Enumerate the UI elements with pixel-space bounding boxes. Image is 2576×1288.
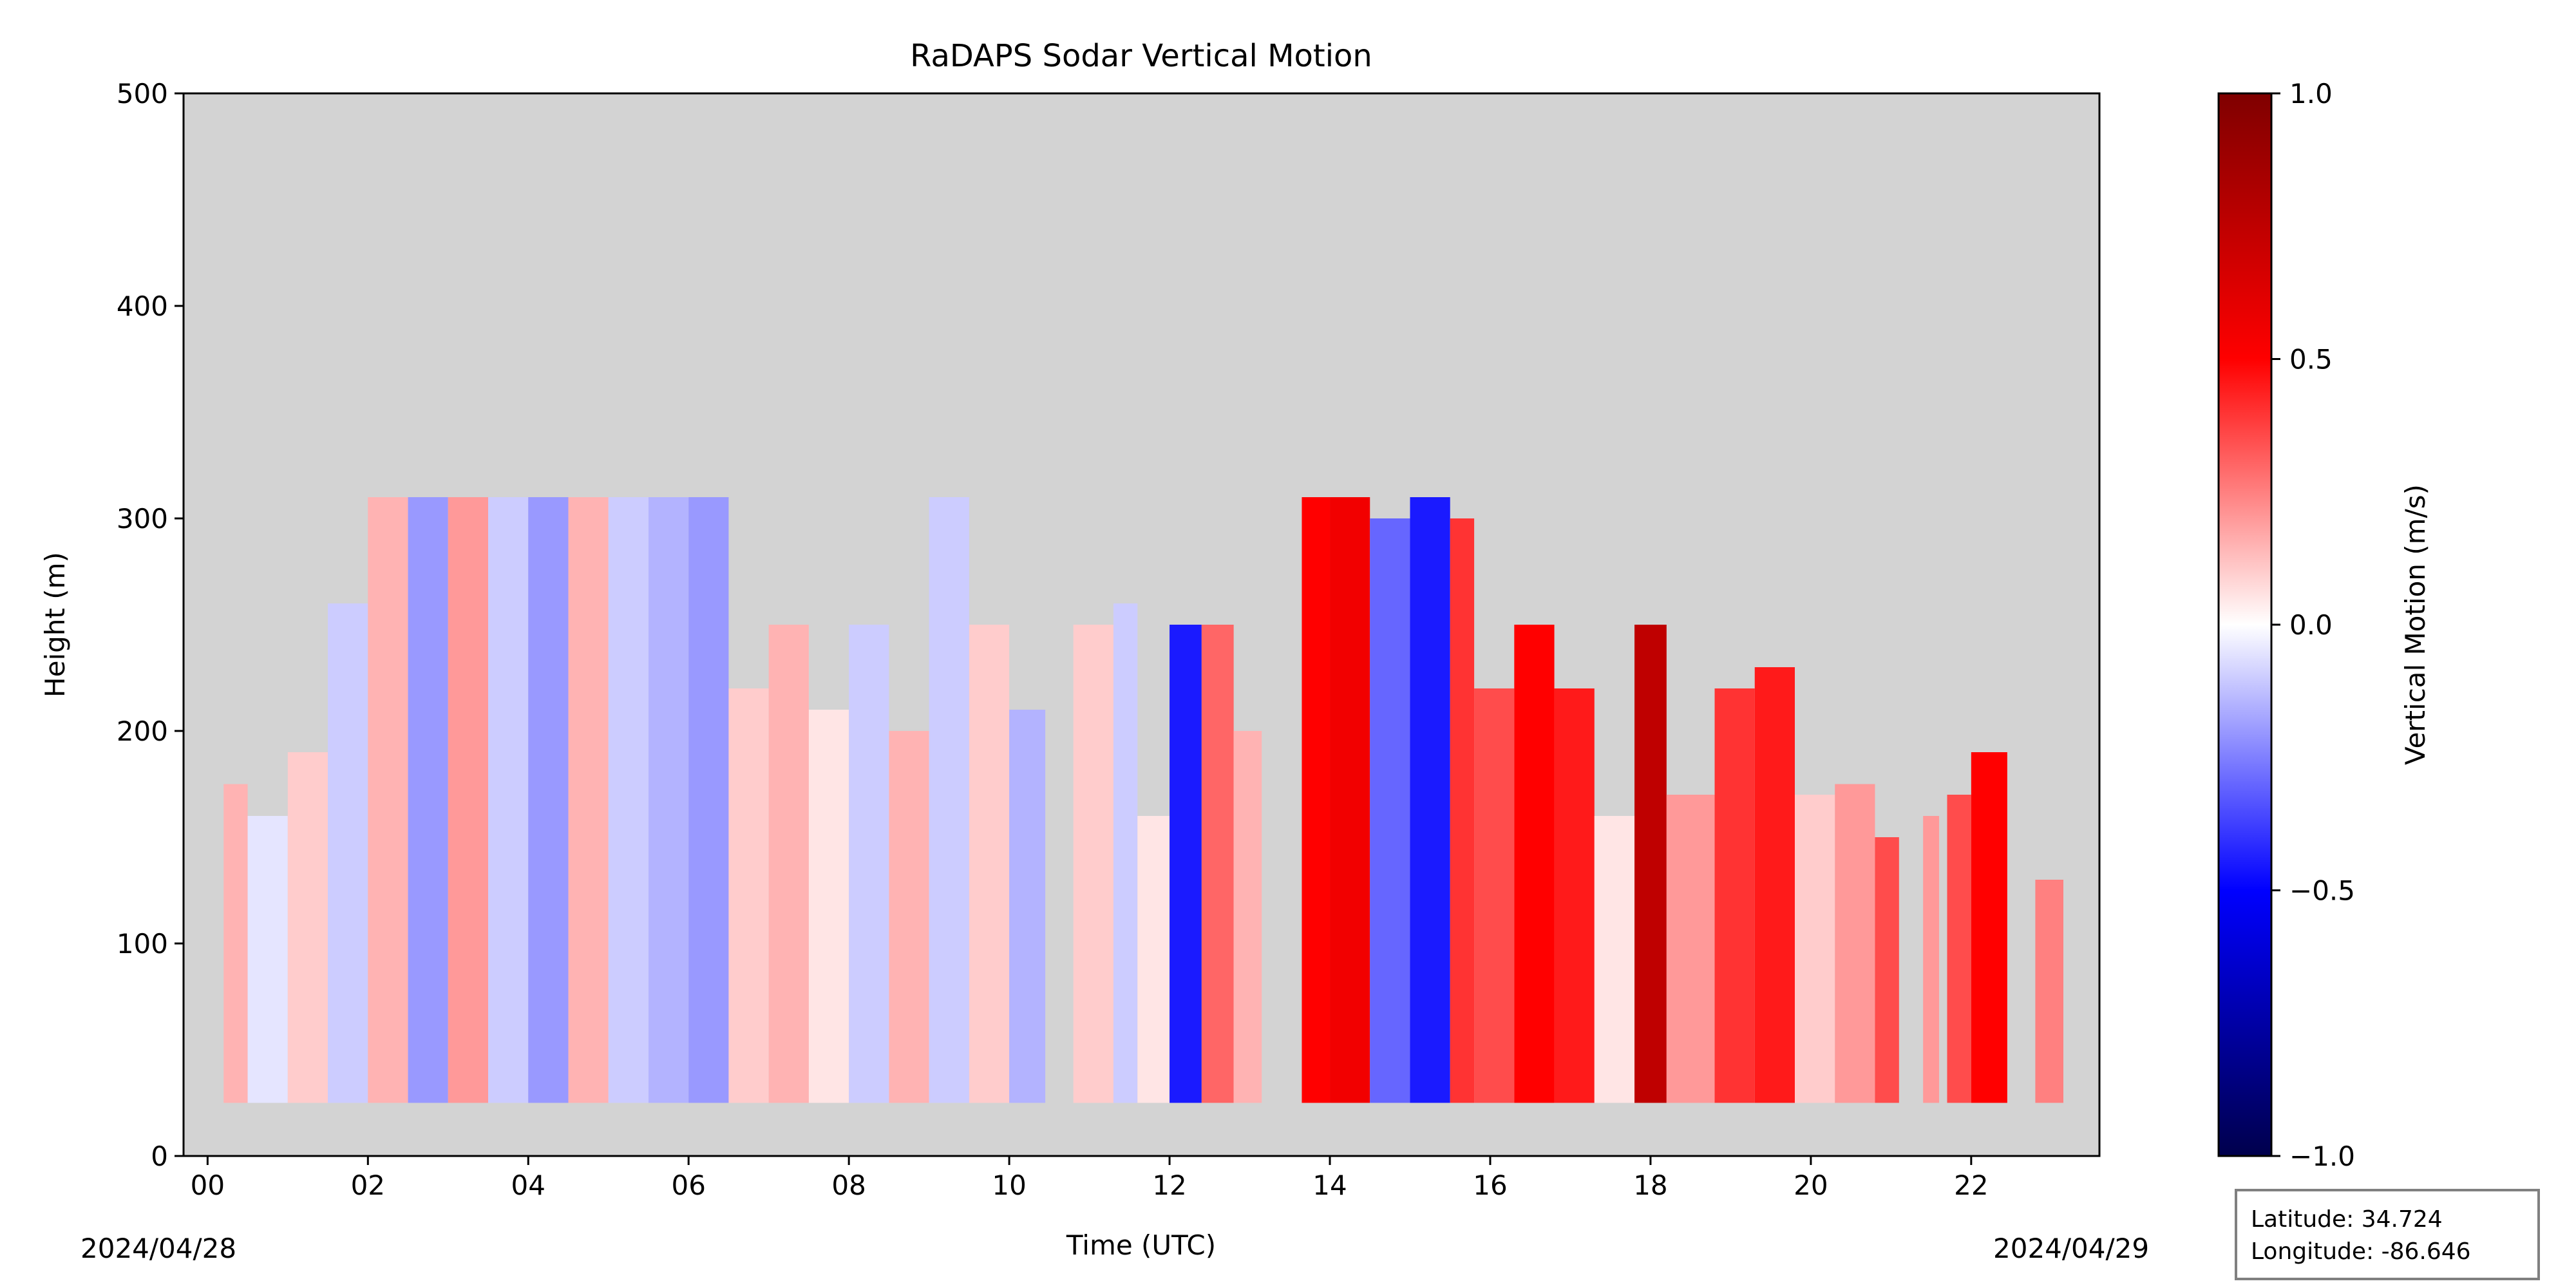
profile-column-3 <box>328 603 368 1103</box>
profile-column-7 <box>488 497 529 1103</box>
y-tick-label: 400 <box>117 290 168 322</box>
profile-column-32 <box>1474 688 1515 1103</box>
profile-column-33 <box>1514 625 1555 1103</box>
y-tick-label: 200 <box>117 715 168 747</box>
profile-column-28 <box>1330 497 1370 1103</box>
profile-column-46 <box>2035 880 2063 1103</box>
x-tick-label: 00 <box>191 1170 225 1201</box>
profile-column-6 <box>448 497 489 1103</box>
profile-column-18 <box>929 497 969 1103</box>
x-tick-label: 20 <box>1794 1170 1828 1201</box>
x-tick-label: 18 <box>1633 1170 1667 1201</box>
profile-column-2 <box>287 752 328 1103</box>
profile-column-20 <box>1009 710 1046 1103</box>
chart-title: RaDAPS Sodar Vertical Motion <box>910 38 1372 74</box>
profile-column-17 <box>889 731 929 1103</box>
profile-column-42 <box>1875 837 1899 1103</box>
profile-column-37 <box>1666 795 1715 1103</box>
profile-column-10 <box>608 497 649 1103</box>
profile-column-40 <box>1794 795 1835 1103</box>
profile-column-34 <box>1554 688 1595 1103</box>
x-tick-label: 22 <box>1954 1170 1988 1201</box>
profile-column-0 <box>223 784 248 1103</box>
profile-column-45 <box>1971 752 2007 1103</box>
y-axis-label: Height (m) <box>39 552 71 697</box>
x-tick-label: 06 <box>671 1170 705 1201</box>
latitude-text: Latitude: 34.724 <box>2251 1206 2443 1233</box>
profile-column-25 <box>1201 625 1234 1103</box>
x-axis-label: Time (UTC) <box>1066 1229 1216 1261</box>
y-tick-label: 500 <box>117 78 168 109</box>
profile-column-36 <box>1634 625 1667 1103</box>
y-tick-label: 100 <box>117 928 168 960</box>
profile-column-35 <box>1594 816 1635 1103</box>
start-date-label: 2024/04/28 <box>80 1233 236 1264</box>
colorbar-axis: −1.0 −0.5 0.0 0.5 1.0 <box>2271 78 2355 1172</box>
profile-column-8 <box>528 497 569 1103</box>
profile-column-15 <box>808 710 849 1103</box>
colorbar-tick-label: 1.0 <box>2289 78 2333 109</box>
colorbar-tick-label: −0.5 <box>2289 875 2355 907</box>
colorbar-tick-label: −1.0 <box>2289 1141 2355 1172</box>
x-tick-label: 12 <box>1152 1170 1186 1201</box>
x-axis: 00 02 04 06 08 10 12 14 16 18 20 22 <box>191 1156 1989 1201</box>
profile-column-9 <box>568 497 609 1103</box>
colorbar-tick-label: 0.5 <box>2289 344 2333 375</box>
y-tick-label: 0 <box>151 1141 168 1172</box>
x-tick-label: 14 <box>1312 1170 1347 1201</box>
profile-column-26 <box>1233 731 1262 1103</box>
profile-column-22 <box>1113 603 1138 1103</box>
profile-column-5 <box>408 497 448 1103</box>
profile-column-38 <box>1714 688 1755 1103</box>
colorbar <box>2217 92 2273 1157</box>
x-tick-label: 08 <box>831 1170 866 1201</box>
profile-column-23 <box>1137 816 1170 1103</box>
x-tick-label: 04 <box>511 1170 545 1201</box>
x-tick-label: 10 <box>992 1170 1026 1201</box>
profile-column-1 <box>247 816 288 1103</box>
profile-column-21 <box>1073 625 1113 1103</box>
longitude-text: Longitude: -86.646 <box>2251 1238 2471 1265</box>
x-tick-label: 02 <box>351 1170 385 1201</box>
profile-column-44 <box>1947 795 1971 1103</box>
profile-column-4 <box>368 497 408 1103</box>
profile-column-24 <box>1170 625 1202 1103</box>
profile-column-29 <box>1370 518 1410 1103</box>
plot-frame <box>182 92 2101 1157</box>
colorbar-tick-label: 0.0 <box>2289 609 2333 641</box>
vertical-motion-profiles <box>223 497 2063 1103</box>
profile-column-43 <box>1923 816 1940 1103</box>
y-tick-label: 300 <box>117 503 168 535</box>
profile-column-30 <box>1410 497 1450 1103</box>
profile-column-11 <box>648 497 689 1103</box>
profile-column-16 <box>849 625 889 1103</box>
x-tick-label: 16 <box>1473 1170 1507 1201</box>
profile-column-13 <box>728 688 769 1103</box>
profile-column-31 <box>1450 518 1475 1103</box>
location-info-box <box>2235 1189 2540 1280</box>
profile-column-39 <box>1754 667 1795 1103</box>
colorbar-label: Vertical Motion (m/s) <box>2400 484 2431 765</box>
profile-column-12 <box>688 497 729 1103</box>
profile-column-41 <box>1835 784 1875 1103</box>
profile-column-19 <box>969 625 1010 1103</box>
profile-column-27 <box>1302 497 1331 1103</box>
y-axis: 0 100 200 300 400 500 <box>117 78 184 1172</box>
end-date-label: 2024/04/29 <box>1993 1233 2149 1264</box>
profile-column-14 <box>768 625 809 1103</box>
